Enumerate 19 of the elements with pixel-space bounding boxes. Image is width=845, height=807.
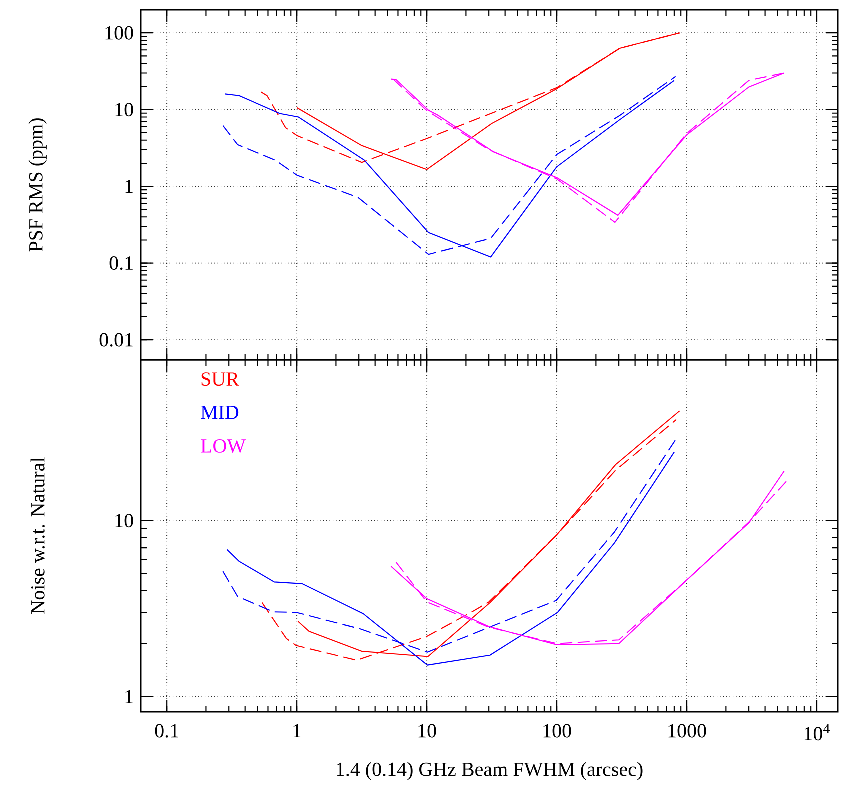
text: LOW <box>201 439 246 453</box>
y-tick-label: 10 <box>116 103 134 117</box>
y-tick-label: 1 <box>126 180 133 194</box>
text: MID <box>201 406 239 420</box>
y-tick-label: 100 <box>106 26 134 40</box>
x-tick-label: 100 <box>544 724 572 738</box>
x-tick-label: 0.1 <box>155 724 178 738</box>
y-tick-label: 10 <box>116 514 134 528</box>
y-tick-label: 1 <box>126 690 133 704</box>
x-axis-title: 1.4 (0.14) GHz Beam FWHM (arcsec) <box>337 762 643 780</box>
y-tick-label: 0.01 <box>100 333 133 347</box>
x-tick-label: 10$^{4}$ <box>804 724 830 741</box>
y-axis-title: Noise w.r.t. Natural <box>30 458 45 614</box>
x-tick-label: 1 <box>294 724 301 738</box>
y-axis-title: PSF RMS (ppm) <box>28 118 47 252</box>
text: SUR <box>202 372 240 386</box>
x-tick-label: 10 <box>418 724 436 738</box>
x-tick-label: 1000 <box>668 724 706 738</box>
y-tick-label: 0.1 <box>110 256 133 270</box>
